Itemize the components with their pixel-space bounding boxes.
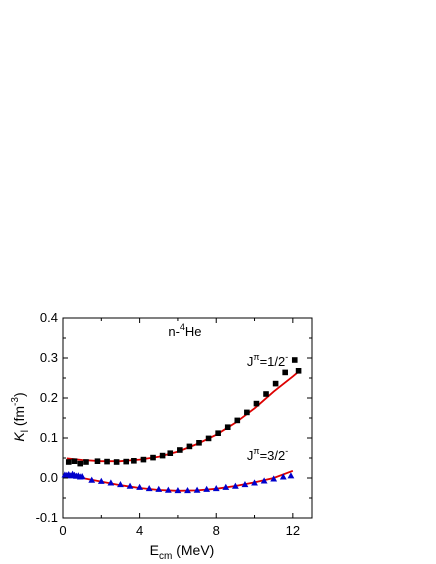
data-point-square xyxy=(177,447,183,453)
data-point-triangle xyxy=(203,485,211,492)
data-point-triangle xyxy=(231,482,239,489)
x-axis-label: Ecm (MeV) xyxy=(150,542,215,562)
data-point-square xyxy=(159,452,166,459)
data-point-triangle xyxy=(126,482,134,489)
data-point-square xyxy=(224,424,231,430)
data-point-triangle xyxy=(184,487,191,494)
y-axis-label: Kl (fm-3) xyxy=(10,392,31,441)
data-point-square xyxy=(205,435,212,442)
data-point-triangle xyxy=(287,472,295,479)
data-point-square xyxy=(104,458,110,465)
data-point-square xyxy=(71,458,78,464)
data-point-triangle xyxy=(164,486,172,493)
x-tick-label: 8 xyxy=(213,523,220,538)
x-tick-label: 4 xyxy=(136,523,143,538)
data-point-triangle xyxy=(145,485,153,492)
data-point-square xyxy=(65,459,72,465)
annotation-j-half: Jπ=1/2- xyxy=(247,352,288,369)
data-point-triangle xyxy=(97,477,105,484)
data-point-square xyxy=(196,440,202,446)
data-markers xyxy=(61,357,302,494)
data-point-triangle xyxy=(107,479,115,486)
data-point-square xyxy=(234,417,241,424)
data-point-triangle xyxy=(78,473,86,480)
data-point-square xyxy=(272,380,279,387)
data-point-square xyxy=(291,357,298,363)
data-point-triangle xyxy=(241,481,249,488)
data-point-triangle xyxy=(117,481,124,488)
fit-lines xyxy=(66,369,302,492)
data-point-triangle xyxy=(174,487,182,494)
data-point-square xyxy=(244,409,250,416)
data-point-square xyxy=(215,430,221,436)
data-point-triangle xyxy=(251,479,258,486)
y-tick-label: 0.1 xyxy=(40,430,58,445)
data-point-square xyxy=(131,458,137,464)
data-point-triangle xyxy=(270,475,278,482)
data-point-triangle xyxy=(260,477,268,484)
x-tick-label: 12 xyxy=(286,523,300,538)
data-point-square xyxy=(295,368,302,374)
y-tick-label: 0.3 xyxy=(40,350,58,365)
data-point-triangle xyxy=(193,486,201,493)
data-point-square xyxy=(113,459,120,465)
data-point-triangle xyxy=(212,485,220,492)
data-point-triangle xyxy=(279,473,287,480)
data-point-square xyxy=(83,459,89,465)
data-point-square xyxy=(186,443,193,450)
data-point-triangle xyxy=(136,483,144,490)
data-point-square xyxy=(282,369,288,376)
data-point-square xyxy=(150,454,156,461)
data-point-square xyxy=(253,400,260,407)
data-point-triangle xyxy=(222,483,230,490)
data-point-square xyxy=(263,391,269,397)
y-tick-label: 0.2 xyxy=(40,390,58,405)
annotation-system: n-4He xyxy=(168,322,201,339)
data-point-square xyxy=(140,456,147,463)
axes: 0 4 8 12 -0.1 0.0 0.1 0.2 0.3 0.4 xyxy=(36,310,312,538)
data-point-square xyxy=(94,458,101,464)
y-tick-label: 0.0 xyxy=(40,470,58,485)
annotation-j-three-halves: Jπ=3/2- xyxy=(247,446,288,463)
data-point-square xyxy=(167,450,174,456)
x-tick-label: 0 xyxy=(59,523,66,538)
y-tick-label: 0.4 xyxy=(40,310,58,325)
data-point-triangle xyxy=(88,476,96,483)
data-point-square xyxy=(77,460,84,467)
data-point-triangle xyxy=(155,485,163,492)
data-point-square xyxy=(123,458,130,465)
y-tick-label: -0.1 xyxy=(36,510,58,525)
